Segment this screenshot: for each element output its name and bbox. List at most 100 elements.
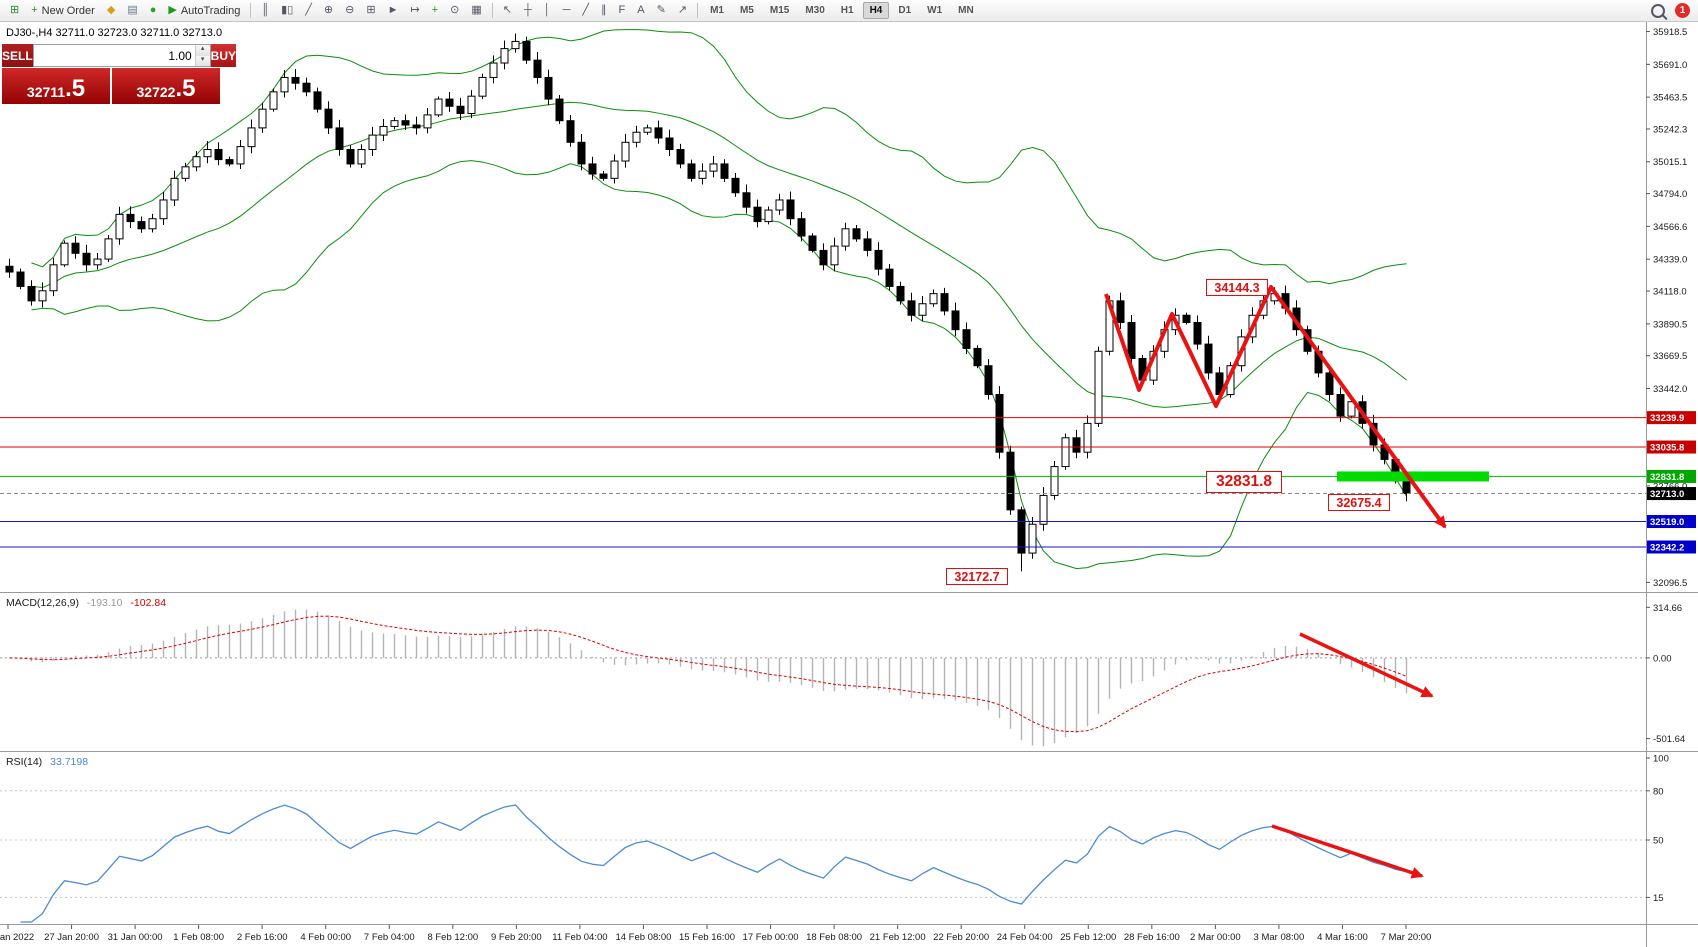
rsi-indicator-label: RSI(14) 33.7198 [6, 756, 88, 768]
tile-windows-icon[interactable]: ⊞ [360, 0, 381, 21]
svg-text:15 Feb 16:00: 15 Feb 16:00 [679, 932, 735, 943]
bar-chart-icon[interactable]: ║ [255, 0, 275, 21]
sell-price-pips: .5 [65, 75, 86, 103]
svg-text:18 Feb 08:00: 18 Feb 08:00 [806, 932, 862, 943]
candlestick-chart-icon-glyph: ▮▯ [281, 4, 294, 16]
text-icon[interactable]: A [631, 0, 650, 21]
timeframe-h1[interactable]: H1 [840, 5, 854, 16]
one-click-trading-panel: SELL ▴ ▾ BUY 32711 .5 32722 .5 [2, 44, 237, 104]
chart-shift-icon[interactable]: ↦ [404, 0, 425, 21]
macd-main-value: -193.10 [86, 597, 123, 609]
svg-text:28 Feb 16:00: 28 Feb 16:00 [1124, 932, 1180, 943]
fibonacci-icon[interactable]: F [613, 0, 632, 21]
horizontal-line-icon[interactable]: ─ [557, 0, 577, 21]
autotrading-status-icon[interactable]: ● [144, 0, 163, 21]
metaeditor-icon[interactable]: ◆ [101, 0, 121, 21]
panel-separators [0, 22, 1698, 947]
price-axis[interactable]: 35918.5 35691.0 35463.5 35242.3 35015.1 34794… [1646, 27, 1696, 589]
svg-text:80: 80 [1653, 786, 1664, 797]
price-annotation[interactable]: 32675.4 [1328, 494, 1390, 511]
cursor-icon[interactable]: ↖ [497, 0, 518, 21]
arrows-tool-icon[interactable]: ↗ [672, 0, 693, 21]
timeframe-d1[interactable]: D1 [898, 5, 912, 16]
svg-text:34339.0: 34339.0 [1653, 255, 1687, 266]
text-icon-glyph: A [637, 4, 645, 16]
periods-icon[interactable]: ⊙ [444, 0, 465, 21]
svg-text:50: 50 [1653, 836, 1664, 847]
timeframe-m15[interactable]: M15 [769, 5, 790, 16]
timeframe-m30[interactable]: M30 [805, 5, 825, 16]
svg-text:-501.64: -501.64 [1653, 734, 1685, 745]
macd-panel: 314.66 0.00 -501.64 [0, 603, 1685, 747]
notification-badge[interactable]: 1 [1675, 3, 1690, 18]
support-zone-rect[interactable] [1337, 471, 1489, 482]
timeframe-w1[interactable]: W1 [927, 5, 943, 16]
autotrading-status-icon-glyph: ● [149, 4, 157, 16]
autotrading-button[interactable]: ▶ AutoTrading [162, 0, 246, 21]
channel-icon-glyph: ∥ [601, 4, 607, 16]
timeframe-h4[interactable]: H4 [862, 2, 890, 19]
svg-text:35463.5: 35463.5 [1653, 93, 1687, 104]
autotrading-button-label: AutoTrading [180, 4, 241, 17]
vertical-line-icon[interactable]: │ [538, 0, 557, 21]
macd-signal-value: -102.84 [130, 597, 167, 609]
horizontal-line-icon-glyph: ─ [562, 4, 571, 16]
time-axis[interactable]: 26 Jan 2022 27 Jan 20:00 31 Jan 00:00 1 Feb… [0, 925, 1431, 943]
indicators-icon-glyph: + [431, 4, 439, 16]
volume-down-icon[interactable]: ▾ [195, 55, 210, 66]
toolbar-separator [491, 3, 493, 18]
chart-window-icon[interactable]: ▤ [121, 0, 143, 21]
main-downtrend-arrow [1104, 285, 1447, 529]
zoom-in-icon[interactable]: ⊕ [318, 0, 339, 21]
price-annotation[interactable]: 32831.8 [1206, 471, 1282, 493]
zoom-in-icon-glyph: ⊕ [323, 4, 334, 16]
terminal-icon[interactable]: ⊞ [4, 0, 25, 21]
templates-icon[interactable]: ▦ [465, 0, 487, 21]
vertical-line-icon-glyph: │ [543, 4, 551, 16]
macd-arrow [1299, 632, 1434, 698]
chart-shift-icon-glyph: ↦ [410, 4, 420, 16]
volume-up-icon[interactable]: ▴ [195, 45, 210, 56]
templates-icon-glyph: ▦ [471, 4, 482, 16]
horizontal-level-lines[interactable] [0, 417, 1646, 548]
new-order-button[interactable]: + New Order [25, 0, 101, 21]
volume-input[interactable] [33, 45, 195, 66]
svg-text:100: 100 [1653, 754, 1669, 765]
price-annotation[interactable]: 34144.3 [1206, 279, 1268, 296]
indicators-icon[interactable]: + [426, 0, 444, 21]
rsi-name: RSI(14) [6, 756, 43, 768]
auto-scroll-icon[interactable]: ► [382, 0, 405, 21]
svg-text:26 Jan 2022: 26 Jan 2022 [0, 932, 34, 943]
timeframe-m1[interactable]: M1 [710, 5, 724, 16]
search-icon[interactable] [1651, 3, 1665, 18]
sell-button[interactable]: SELL [2, 44, 33, 67]
crosshair-icon[interactable]: ┼ [518, 0, 538, 21]
svg-text:32713.0: 32713.0 [1650, 489, 1684, 500]
buy-button[interactable]: BUY [210, 44, 237, 67]
zoom-out-icon[interactable]: ⊖ [339, 0, 360, 21]
svg-text:32766.0: 32766.0 [1653, 481, 1687, 492]
toolbar-right: 1 [1651, 3, 1694, 18]
line-chart-icon[interactable]: ╱ [299, 0, 318, 21]
svg-text:314.66: 314.66 [1653, 603, 1682, 614]
sell-price-button[interactable]: 32711 .5 [2, 68, 110, 104]
toolbar: ⊞ + New Order ◆ ▤ ● ▶ AutoTrading ║ ▮▯ ╱ ⊕ ⊖ ⊞ ► ↦ + ⊙ ▦ ↖ ┼… [0, 0, 1698, 22]
svg-text:33239.9: 33239.9 [1650, 413, 1684, 424]
bar-chart-icon-glyph: ║ [261, 4, 270, 16]
timeframe-m5[interactable]: M5 [739, 5, 754, 16]
buy-price-button[interactable]: 32722 .5 [112, 68, 220, 104]
svg-text:24 Feb 04:00: 24 Feb 04:00 [997, 932, 1053, 943]
label-icon[interactable]: ✎ [651, 0, 672, 21]
channel-icon[interactable]: ∥ [595, 0, 613, 21]
trendline-icon[interactable]: ╱ [576, 0, 595, 21]
price-annotation[interactable]: 32172.7 [946, 568, 1008, 585]
svg-text:33442.0: 33442.0 [1653, 384, 1687, 395]
svg-text:35242.3: 35242.3 [1653, 125, 1687, 136]
svg-text:0.00: 0.00 [1653, 653, 1672, 664]
timeframe-mn[interactable]: MN [958, 5, 974, 16]
tile-windows-icon-glyph: ⊞ [366, 4, 376, 16]
trend-arrows[interactable] [1104, 285, 1447, 879]
candlestick-chart-icon[interactable]: ▮▯ [275, 0, 299, 21]
candlestick-series [5, 33, 1411, 572]
